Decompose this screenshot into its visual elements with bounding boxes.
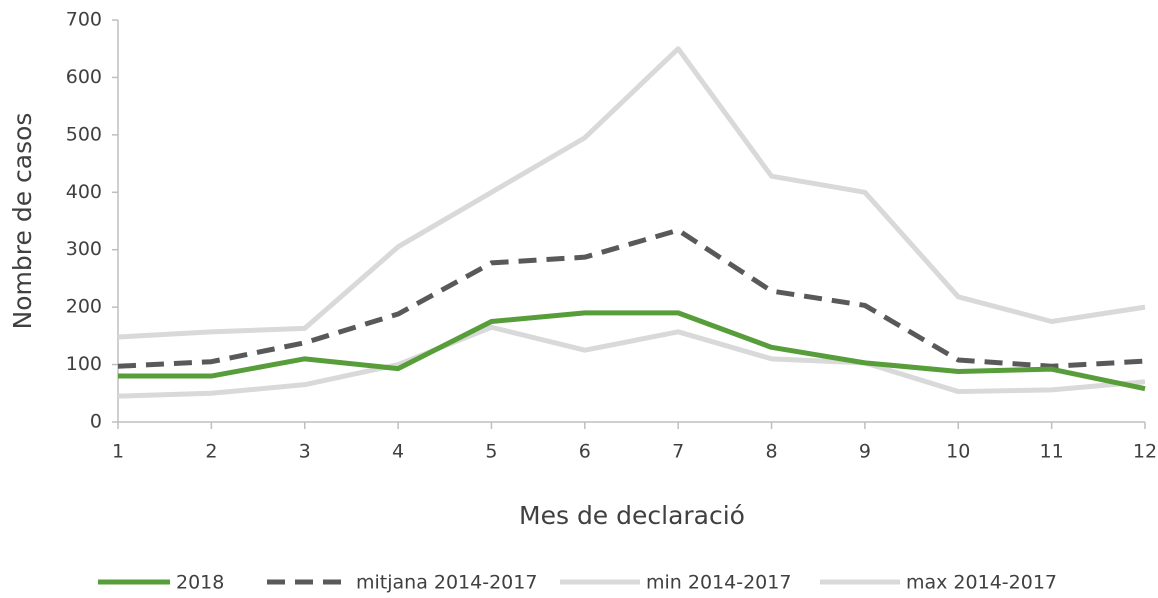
x-axis-label: Mes de declaració (519, 501, 745, 530)
x-tick-label: 1 (112, 441, 124, 463)
series-line (118, 310, 1146, 392)
x-tick-label: 4 (392, 441, 404, 463)
x-tick-label: 12 (1133, 441, 1157, 463)
x-tick-label: 3 (299, 441, 311, 463)
x-tick-label: 11 (1040, 441, 1064, 463)
x-tick-label: 2 (205, 441, 217, 463)
series-line (117, 324, 1146, 399)
x-tick-label: 5 (485, 441, 497, 463)
legend-label: min 2014-2017 (646, 572, 791, 594)
y-tick-label: 200 (66, 296, 102, 318)
x-tick-label: 9 (859, 441, 871, 463)
legend-label: 2018 (176, 572, 224, 594)
y-tick-label: 500 (66, 123, 102, 145)
x-tick-label: 8 (765, 441, 777, 463)
y-tick-label: 300 (66, 238, 102, 260)
y-tick-label: 0 (90, 411, 102, 433)
y-tick-label: 400 (66, 181, 102, 203)
x-tick-label: 6 (579, 441, 591, 463)
legend-label: mitjana 2014-2017 (356, 572, 537, 594)
x-tick-label: 7 (672, 441, 684, 463)
legend-label: max 2014-2017 (906, 572, 1057, 594)
y-tick-label: 700 (66, 9, 102, 31)
y-tick-label: 600 (66, 66, 102, 88)
y-axis-label: Nombre de casos (8, 113, 37, 330)
y-tick-label: 100 (66, 353, 102, 375)
x-tick-label: 10 (946, 441, 970, 463)
series-line (117, 227, 1146, 369)
series-line (117, 46, 1146, 340)
